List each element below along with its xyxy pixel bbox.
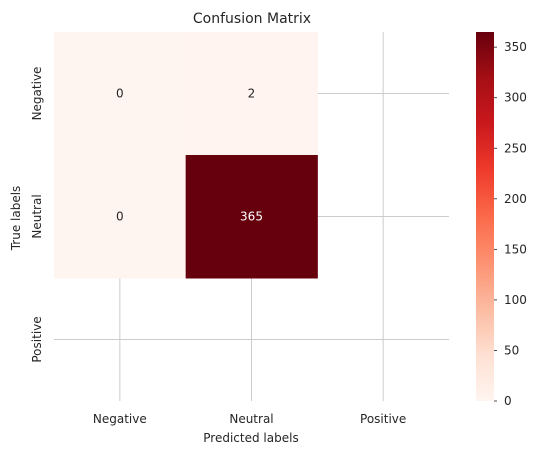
y-tick-labels: Negative Neutral Positive xyxy=(30,67,44,363)
colorbar-tick-label: 300 xyxy=(504,91,527,105)
colorbar xyxy=(476,32,494,401)
colorbar-tick-label: 250 xyxy=(504,141,527,155)
cell-value: 2 xyxy=(248,87,256,101)
x-axis-label: Predicted labels xyxy=(203,431,298,445)
heatmap-cell xyxy=(54,32,187,156)
heatmap-cell xyxy=(54,155,187,279)
y-tick-label: Negative xyxy=(30,67,44,121)
x-tick-label: Negative xyxy=(93,412,147,426)
cell-value: 365 xyxy=(240,210,263,224)
heatmap-cell xyxy=(185,32,318,156)
colorbar-ticks: 0 50 100 150 200 250 300 350 xyxy=(494,40,527,408)
y-tick-label: Positive xyxy=(30,316,44,362)
heatmap-cells xyxy=(54,32,318,279)
y-tick-label: Neutral xyxy=(30,194,44,238)
x-tick-label: Neutral xyxy=(229,412,273,426)
colorbar-tick-label: 150 xyxy=(504,242,527,256)
y-axis-label: True labels xyxy=(9,186,23,252)
colorbar-tick-label: 0 xyxy=(504,394,512,408)
cell-value: 0 xyxy=(116,87,124,101)
chart-title: Confusion Matrix xyxy=(193,11,311,27)
colorbar-tick-label: 100 xyxy=(504,293,527,307)
colorbar-tick-label: 350 xyxy=(504,40,527,54)
colorbar-tick-label: 200 xyxy=(504,192,527,206)
heatmap-cell xyxy=(185,155,318,279)
cell-annotations: 0 2 0 365 xyxy=(116,87,263,224)
x-tick-label: Positive xyxy=(360,412,406,426)
x-tick-labels: Negative Neutral Positive xyxy=(93,412,406,426)
cell-value: 0 xyxy=(116,210,124,224)
colorbar-tick-label: 50 xyxy=(504,343,519,357)
